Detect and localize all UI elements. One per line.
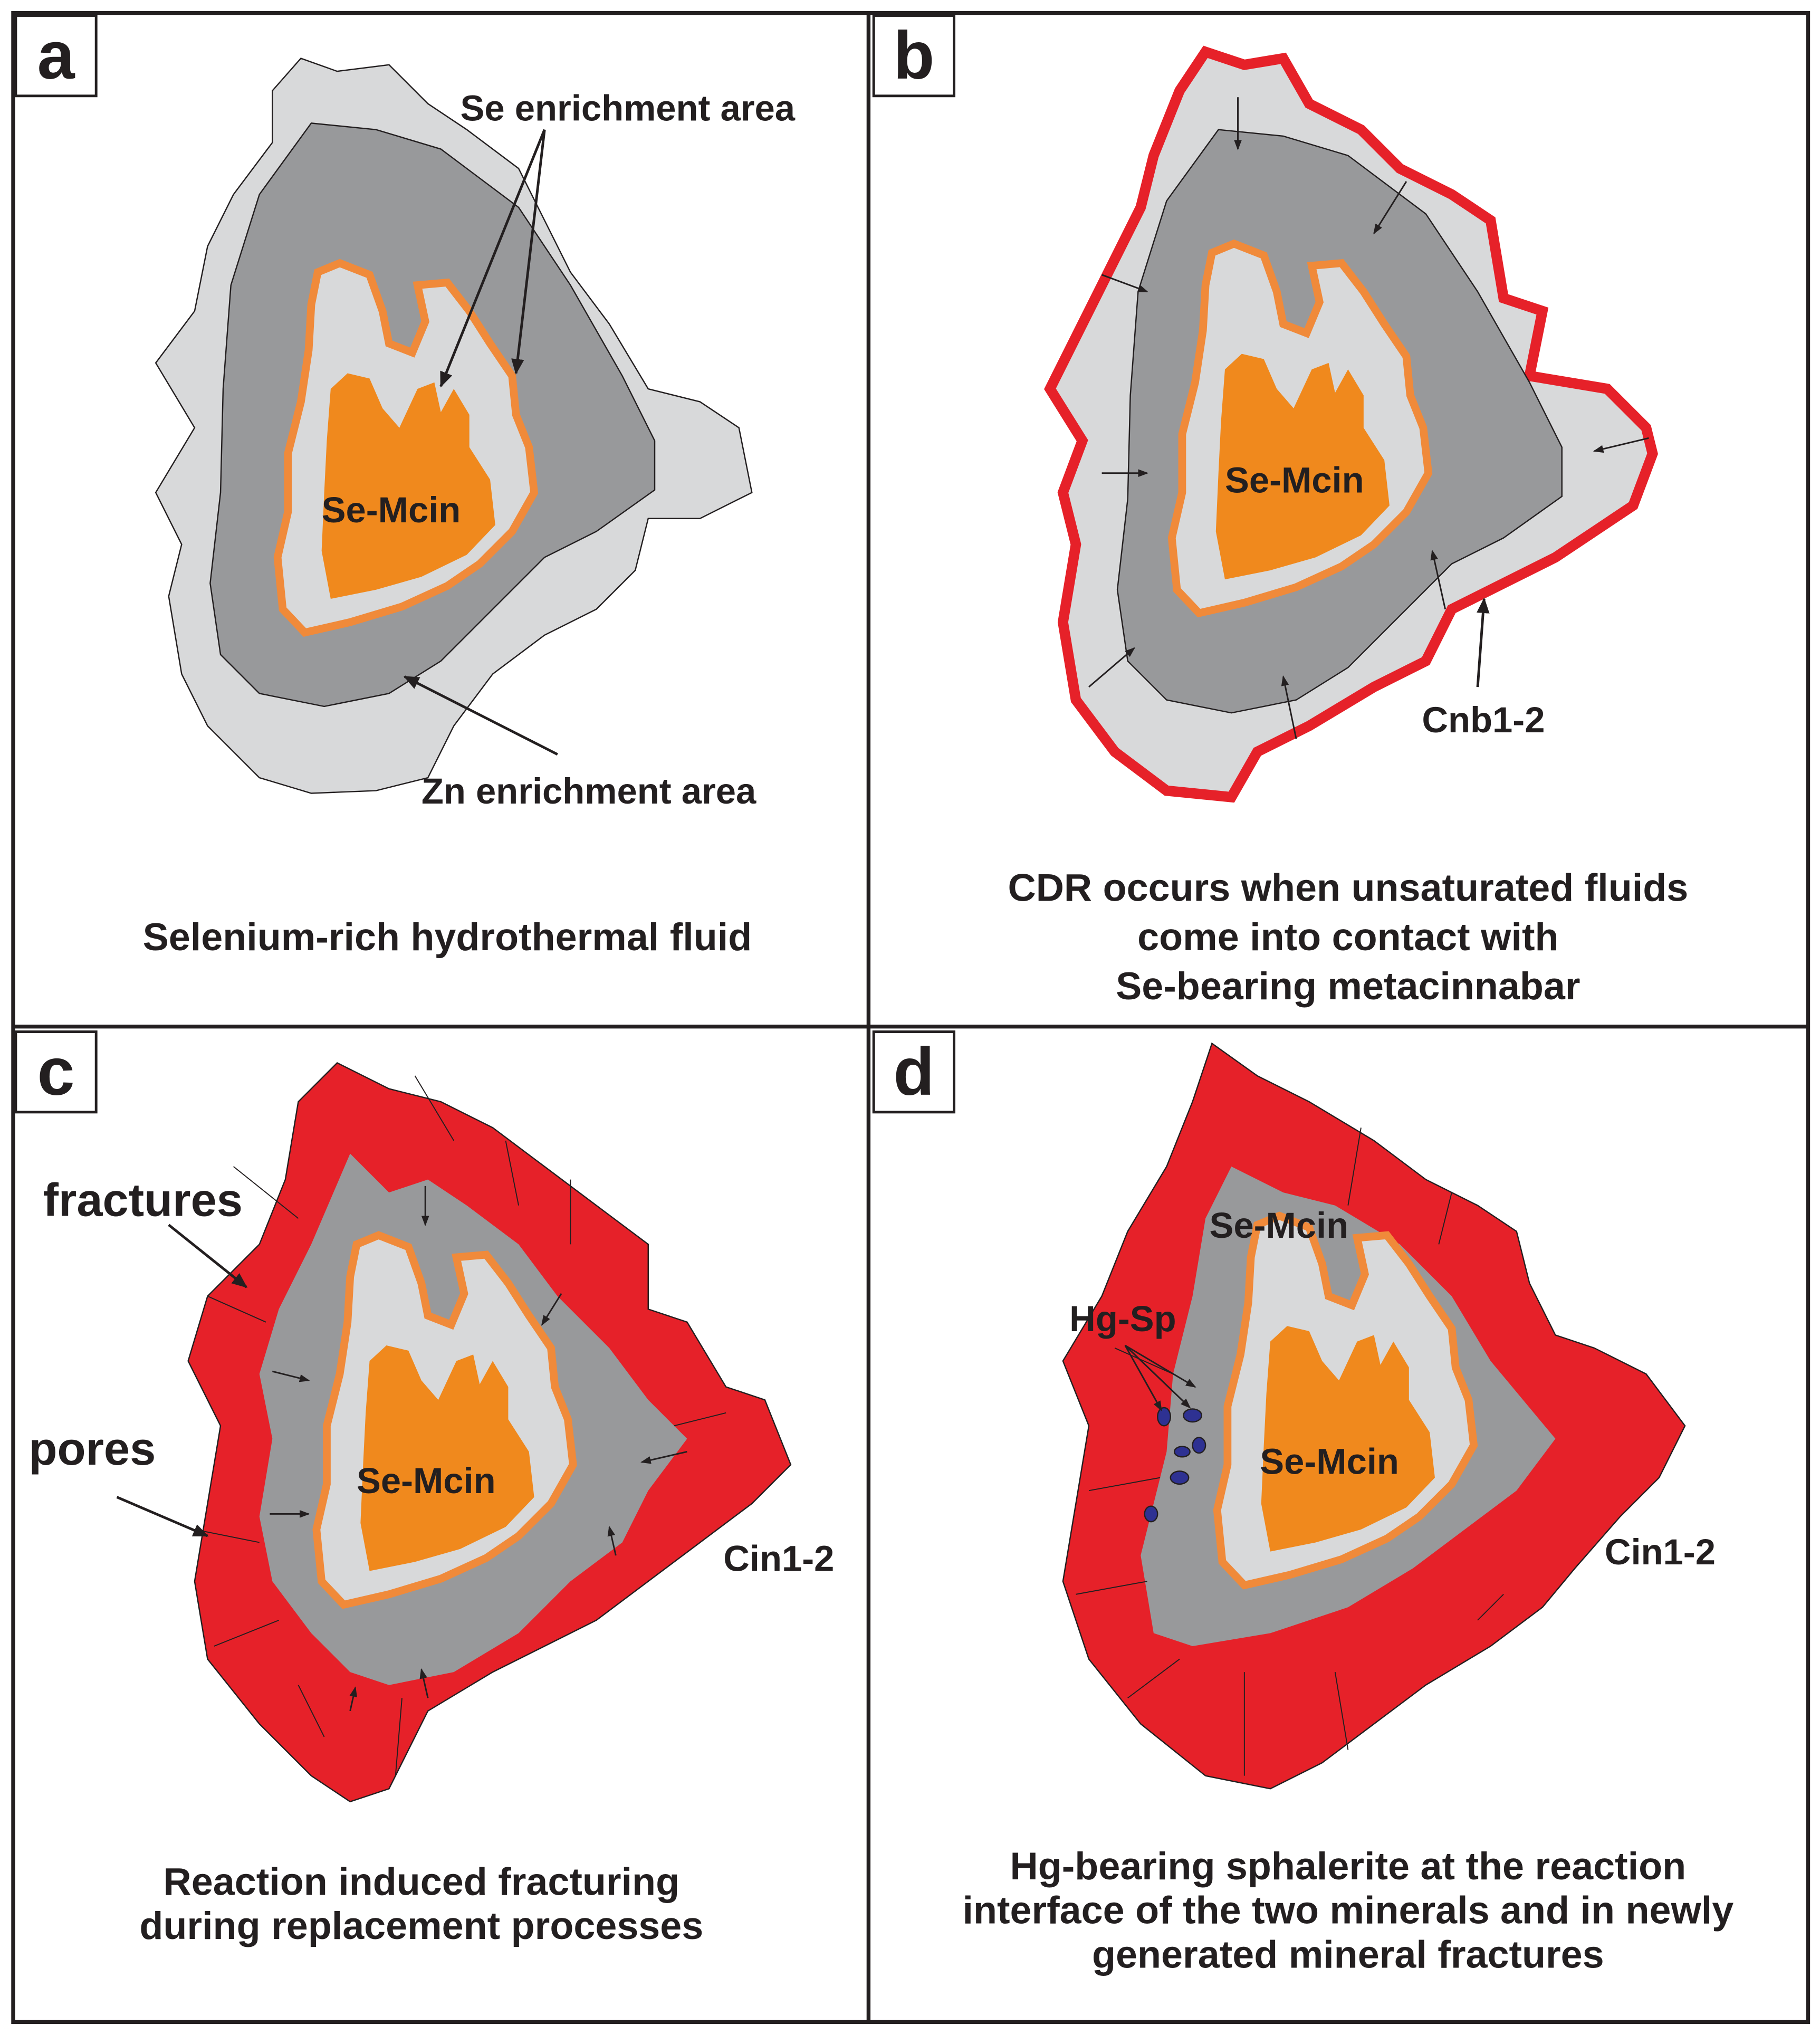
caption: during replacement processes [139, 1904, 703, 1947]
panel-label: c [37, 1034, 75, 1110]
annotation: Hg-Sp [1069, 1298, 1176, 1339]
annotation: Se-Mcin [1225, 460, 1364, 501]
caption: generated mineral fractures [1092, 1932, 1604, 1976]
annotation: Cin1-2 [1605, 1532, 1716, 1572]
annotation: Se-Mcin [1260, 1441, 1399, 1482]
panel-label: d [893, 1034, 934, 1110]
annotation: Cin1-2 [723, 1539, 834, 1579]
panel-b: Se-Mcin Cnb1-2 CDR occurs when unsaturat… [872, 14, 1689, 1008]
panel-label: b [893, 18, 934, 93]
caption: interface of the two minerals and in new… [962, 1888, 1733, 1932]
caption: Se-bearing metacinnabar [1116, 964, 1580, 1008]
annotation: Cnb1-2 [1422, 700, 1545, 740]
caption: Selenium-rich hydrothermal fluid [143, 915, 752, 959]
panel-label: a [37, 18, 75, 93]
annotation: pores [28, 1422, 156, 1475]
panel-d: Se-Mcin Hg-Sp Se-Mcin Cin1-2 Hg-bearing … [872, 1030, 1733, 1976]
panel-c: fractures pores Se-Mcin Cin1-2 Reaction … [14, 1030, 834, 1947]
annotation: Se enrichment area [461, 88, 796, 128]
panel-a: Se enrichment area Se-Mcin Zn enrichment… [14, 14, 796, 959]
caption: Hg-bearing sphalerite at the reaction [1010, 1844, 1687, 1888]
caption: Reaction induced fracturing [164, 1860, 680, 1904]
annotation: Se-Mcin [357, 1460, 496, 1501]
caption: come into contact with [1137, 915, 1558, 959]
annotation: Se-Mcin [1209, 1205, 1348, 1246]
annotation: Se-Mcin [322, 490, 461, 530]
annotation: Zn enrichment area [422, 771, 756, 811]
caption: CDR occurs when unsaturated fluids [1008, 865, 1689, 909]
annotation: fractures [43, 1173, 242, 1226]
